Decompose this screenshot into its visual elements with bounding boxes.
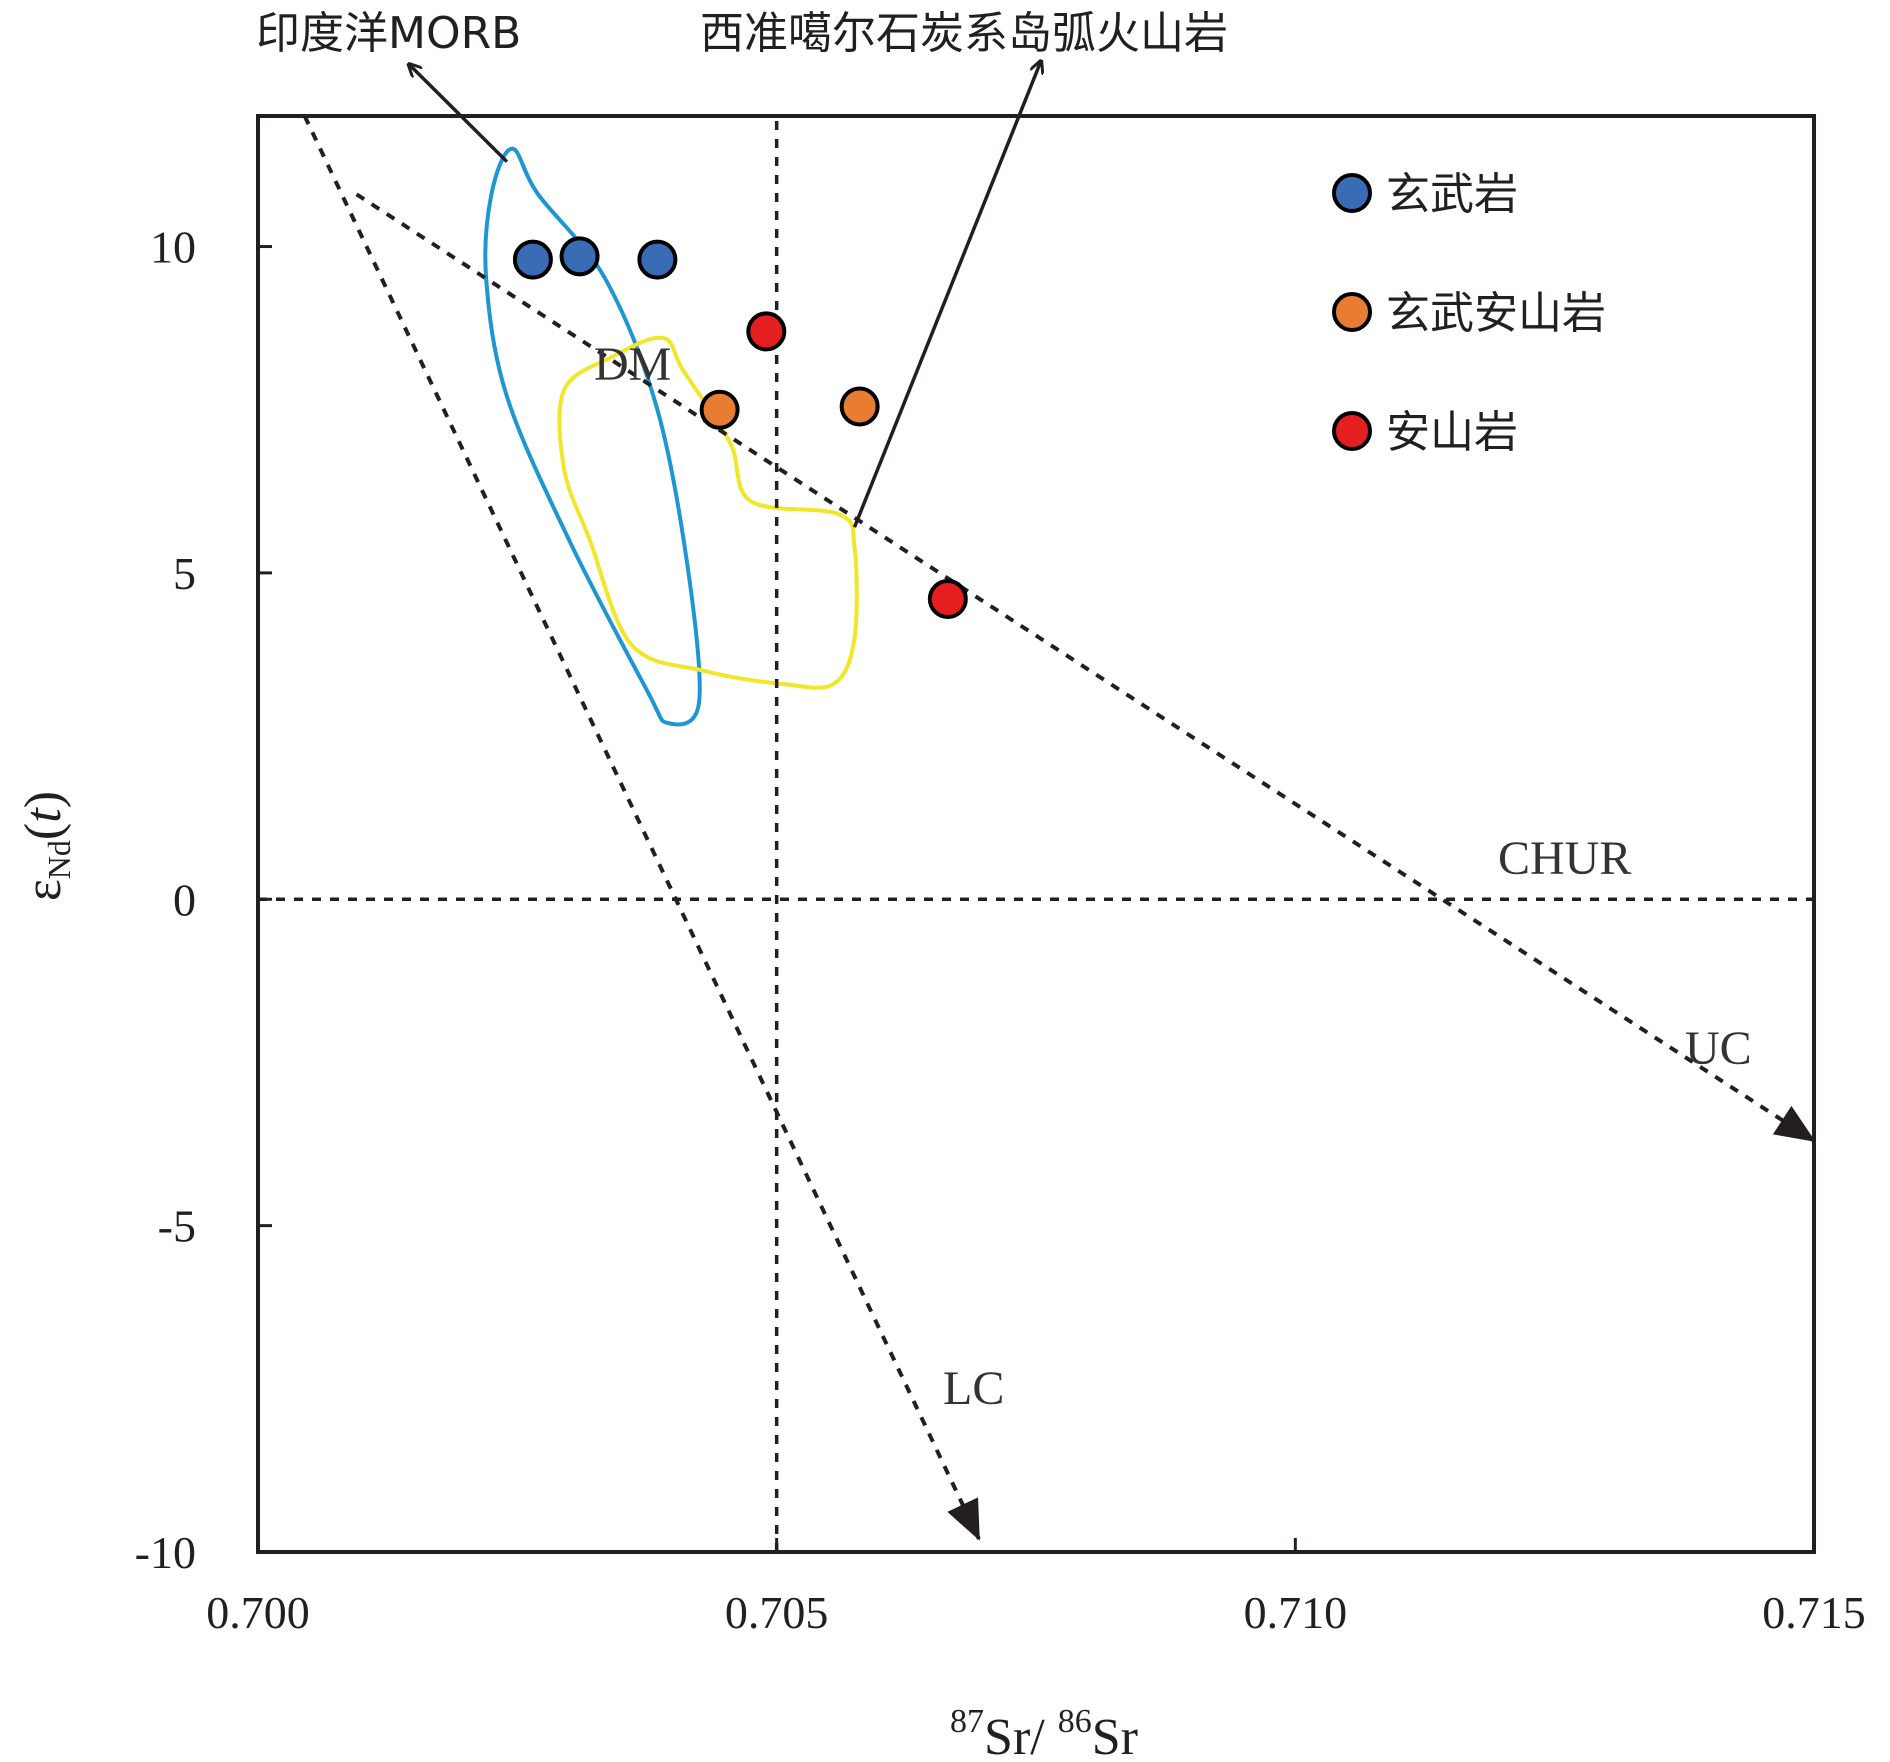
arc-field-label: 西准噶尔石炭系岛弧火山岩 xyxy=(700,8,1228,59)
x-tick-label: 0.705 xyxy=(725,1587,829,1638)
data-points xyxy=(512,236,968,620)
lc-trend-arrow xyxy=(302,115,981,1541)
y-tick-label: -10 xyxy=(135,1527,196,1578)
data-point-series-2 xyxy=(839,386,880,427)
y-tick-label: 10 xyxy=(150,222,196,273)
y-title-nd: Nd xyxy=(41,840,77,879)
data-point-series-1 xyxy=(512,239,553,280)
uc-label: UC xyxy=(1685,1022,1752,1075)
x-axis-ticks xyxy=(775,1538,1297,1552)
plot-frame xyxy=(256,114,1816,1554)
data-point-series-1 xyxy=(559,236,600,277)
legend-marker-1 xyxy=(1332,173,1372,213)
x-tick-label: 0.715 xyxy=(1762,1587,1866,1638)
data-point-series-3 xyxy=(927,579,968,620)
x-axis-title: 87Sr/ 86Sr xyxy=(950,1703,1138,1762)
y-title-paren-close: ) xyxy=(15,791,72,808)
y-tick-label: 0 xyxy=(173,874,196,925)
y-title-t: t xyxy=(15,807,72,823)
uc-trend-arrow xyxy=(355,192,1816,1143)
x-tick-label: 0.700 xyxy=(206,1587,310,1638)
x-tick-labels: 0.700 0.705 0.710 0.715 xyxy=(206,1587,1866,1638)
legend-label-2: 玄武安山岩 xyxy=(1386,288,1606,339)
y-title-paren-open: ( xyxy=(15,823,72,840)
legend-marker-3 xyxy=(1332,411,1372,451)
dm-label: DM xyxy=(594,338,671,391)
data-point-series-1 xyxy=(637,239,678,280)
x-title-sr: Sr/ xyxy=(984,1709,1058,1762)
x-title-sup-87: 87 xyxy=(950,1703,984,1740)
y-tick-label: -5 xyxy=(158,1201,196,1252)
morb-field-outline xyxy=(483,146,702,727)
legend-label-3: 安山岩 xyxy=(1386,407,1518,458)
data-point-series-2 xyxy=(699,389,740,430)
chur-label: CHUR xyxy=(1498,832,1631,885)
morb-callout-arrow xyxy=(408,64,509,163)
legend-marker-2 xyxy=(1332,292,1372,332)
lc-label: LC xyxy=(943,1362,1004,1415)
morb-field-label: 印度洋MORB xyxy=(256,8,521,59)
y-tick-label: 5 xyxy=(173,548,196,599)
arc-callout-arrow xyxy=(852,61,1041,528)
x-title-sup-86: 86 xyxy=(1058,1703,1092,1740)
data-point-series-3 xyxy=(746,311,787,352)
y-tick-labels: -10 -5 0 5 10 xyxy=(135,222,196,1578)
arc-volcanic-field-outline xyxy=(557,335,859,690)
x-title-sr-2: Sr xyxy=(1092,1709,1138,1762)
x-tick-label: 0.710 xyxy=(1244,1587,1348,1638)
legend-label-1: 玄武岩 xyxy=(1386,169,1518,220)
y-axis-title: εNd(t) xyxy=(15,791,77,901)
y-title-epsilon: ε xyxy=(15,879,72,901)
